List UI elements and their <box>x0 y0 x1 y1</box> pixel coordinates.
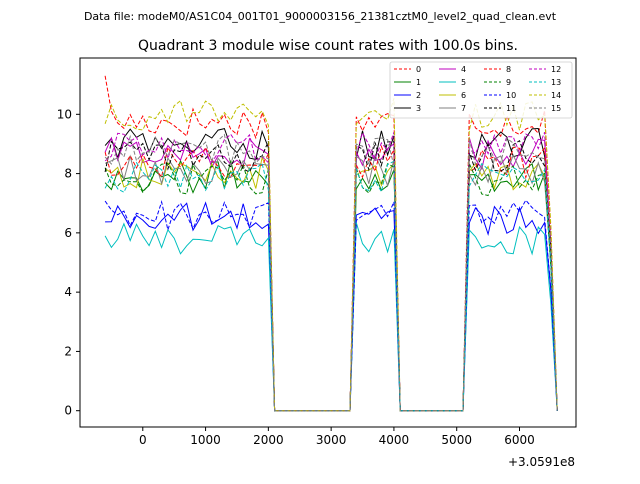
legend-label: 0 <box>416 65 421 74</box>
series-line-14 <box>104 98 558 412</box>
legend-label: 8 <box>506 65 511 74</box>
y-tick-label: 4 <box>64 285 72 299</box>
legend-label: 7 <box>461 104 466 113</box>
suptitle: Data file: modeM0/AS1C04_001T01_90000031… <box>84 10 557 23</box>
series-line-9 <box>104 162 558 412</box>
x-tick-label: 5000 <box>441 433 472 447</box>
x-tick-label: 6000 <box>504 433 535 447</box>
chart-title: Quadrant 3 module wise count rates with … <box>138 38 518 54</box>
x-tick-label: 1000 <box>190 433 221 447</box>
x-offset-label: +3.0591e8 <box>508 455 575 469</box>
legend-label: 12 <box>551 65 561 74</box>
legend-label: 11 <box>506 104 516 113</box>
y-tick-label: 2 <box>64 344 72 358</box>
x-tick-label: 3000 <box>316 433 347 447</box>
legend-label: 15 <box>551 104 561 113</box>
y-tick-label: 0 <box>64 404 72 418</box>
legend-box <box>389 61 573 119</box>
legend-label: 10 <box>506 91 516 100</box>
x-tick-label: 4000 <box>379 433 410 447</box>
legend-label: 4 <box>461 65 466 74</box>
x-tick-label: 2000 <box>253 433 284 447</box>
series-line-0 <box>104 75 558 412</box>
ticks-layer: 0 1000 2000 3000 4000 5000 6000 0 2 4 6 8 10 <box>57 107 535 447</box>
y-tick-label: 8 <box>64 167 72 181</box>
legend-label: 1 <box>416 78 421 87</box>
legend-label: 9 <box>506 78 511 87</box>
series-layer <box>104 75 558 412</box>
series-line-8 <box>104 144 558 412</box>
legend-label: 13 <box>551 78 561 87</box>
y-tick-label: 6 <box>64 226 72 240</box>
series-line-2 <box>105 201 558 412</box>
legend-label: 2 <box>416 91 421 100</box>
series-line-15 <box>104 133 558 412</box>
legend-label: 5 <box>461 78 466 87</box>
series-line-11 <box>104 139 558 412</box>
x-tick-label: 0 <box>139 433 147 447</box>
legend-label: 6 <box>461 91 466 100</box>
series-line-5 <box>104 222 558 412</box>
plot-frame <box>79 57 577 428</box>
legend-label: 14 <box>551 91 561 100</box>
series-line-6 <box>104 156 558 412</box>
series-line-10 <box>104 199 558 412</box>
series-line-7 <box>104 153 558 412</box>
series-line-13 <box>104 160 558 412</box>
series-line-1 <box>104 159 558 412</box>
legend-label: 3 <box>416 104 421 113</box>
y-tick-label: 10 <box>57 107 72 121</box>
